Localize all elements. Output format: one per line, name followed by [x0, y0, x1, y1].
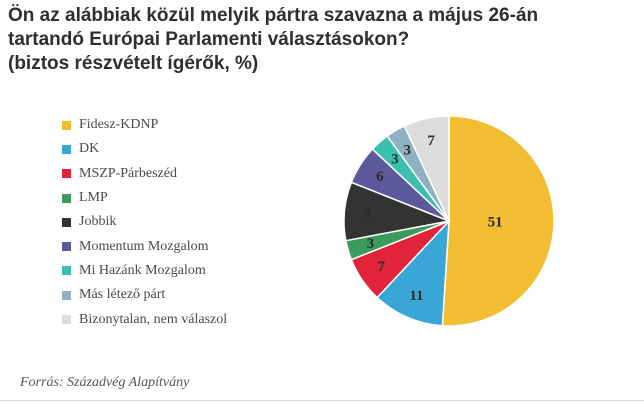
legend-swatch: [62, 144, 71, 154]
title-line-3: (biztos részvételt ígérők, %): [8, 53, 259, 74]
legend-item: Momentum Mozgalom: [62, 234, 227, 258]
chart-title: Ön az alábbiak közül melyik pártra szava…: [8, 4, 628, 76]
legend-item: Bizonytalan, nem válaszol: [62, 307, 227, 331]
slice-value-label: 3: [391, 152, 399, 168]
legend-swatch: [62, 169, 71, 179]
legend-item: MSZP-Párbeszéd: [62, 162, 227, 186]
slice-value-label: 7: [378, 259, 386, 275]
slice-value-label: 51: [488, 214, 503, 230]
legend-label: Momentum Mozgalom: [79, 238, 209, 254]
legend-swatch: [62, 266, 71, 276]
legend-label: MSZP-Párbeszéd: [79, 165, 177, 181]
legend-swatch: [62, 120, 71, 130]
pie-slice: [376, 218, 450, 327]
chart-legend: Fidesz-KDNP DK MSZP-Párbeszéd LMP Jobbik Mome…: [62, 113, 227, 332]
legend-item: Jobbik: [62, 210, 227, 234]
divider: [0, 400, 644, 401]
legend-item: DK: [62, 137, 227, 161]
slice-value-label: 3: [404, 143, 412, 159]
legend-swatch: [62, 315, 71, 325]
legend-swatch: [62, 242, 71, 252]
legend-swatch: [62, 290, 71, 300]
source-note: Forrás: Századvég Alapítvány: [20, 375, 190, 390]
legend-item: Fidesz-KDNP: [62, 113, 227, 137]
legend-label: Fidesz-KDNP: [79, 117, 159, 133]
legend-swatch: [62, 193, 71, 203]
slice-value-label: 3: [367, 236, 375, 252]
pie-slice: [441, 115, 555, 327]
pie-slice: [403, 115, 450, 222]
title-line-2: tartandó Európai Parlamenti választásoko…: [8, 29, 410, 50]
legend-label: DK: [79, 141, 100, 157]
title-line-1: Ön az alábbiak közül melyik pártra szava…: [8, 5, 539, 26]
legend-label: Más létező párt: [79, 287, 166, 303]
slice-value-label: 11: [409, 288, 423, 304]
slice-value-label: 9: [364, 205, 372, 221]
legend-item: Mi Hazánk Mozgalom: [62, 259, 227, 283]
slice-value-label: 6: [376, 169, 384, 185]
legend-swatch: [62, 217, 71, 227]
legend-label: LMP: [79, 190, 108, 206]
legend-item: LMP: [62, 186, 227, 210]
slice-value-label: 7: [427, 133, 435, 149]
legend-label: Bizonytalan, nem válaszol: [79, 311, 228, 327]
legend-item: Más létező párt: [62, 283, 227, 307]
legend-label: Jobbik: [79, 214, 117, 230]
legend-label: Mi Hazánk Mozgalom: [79, 262, 206, 278]
